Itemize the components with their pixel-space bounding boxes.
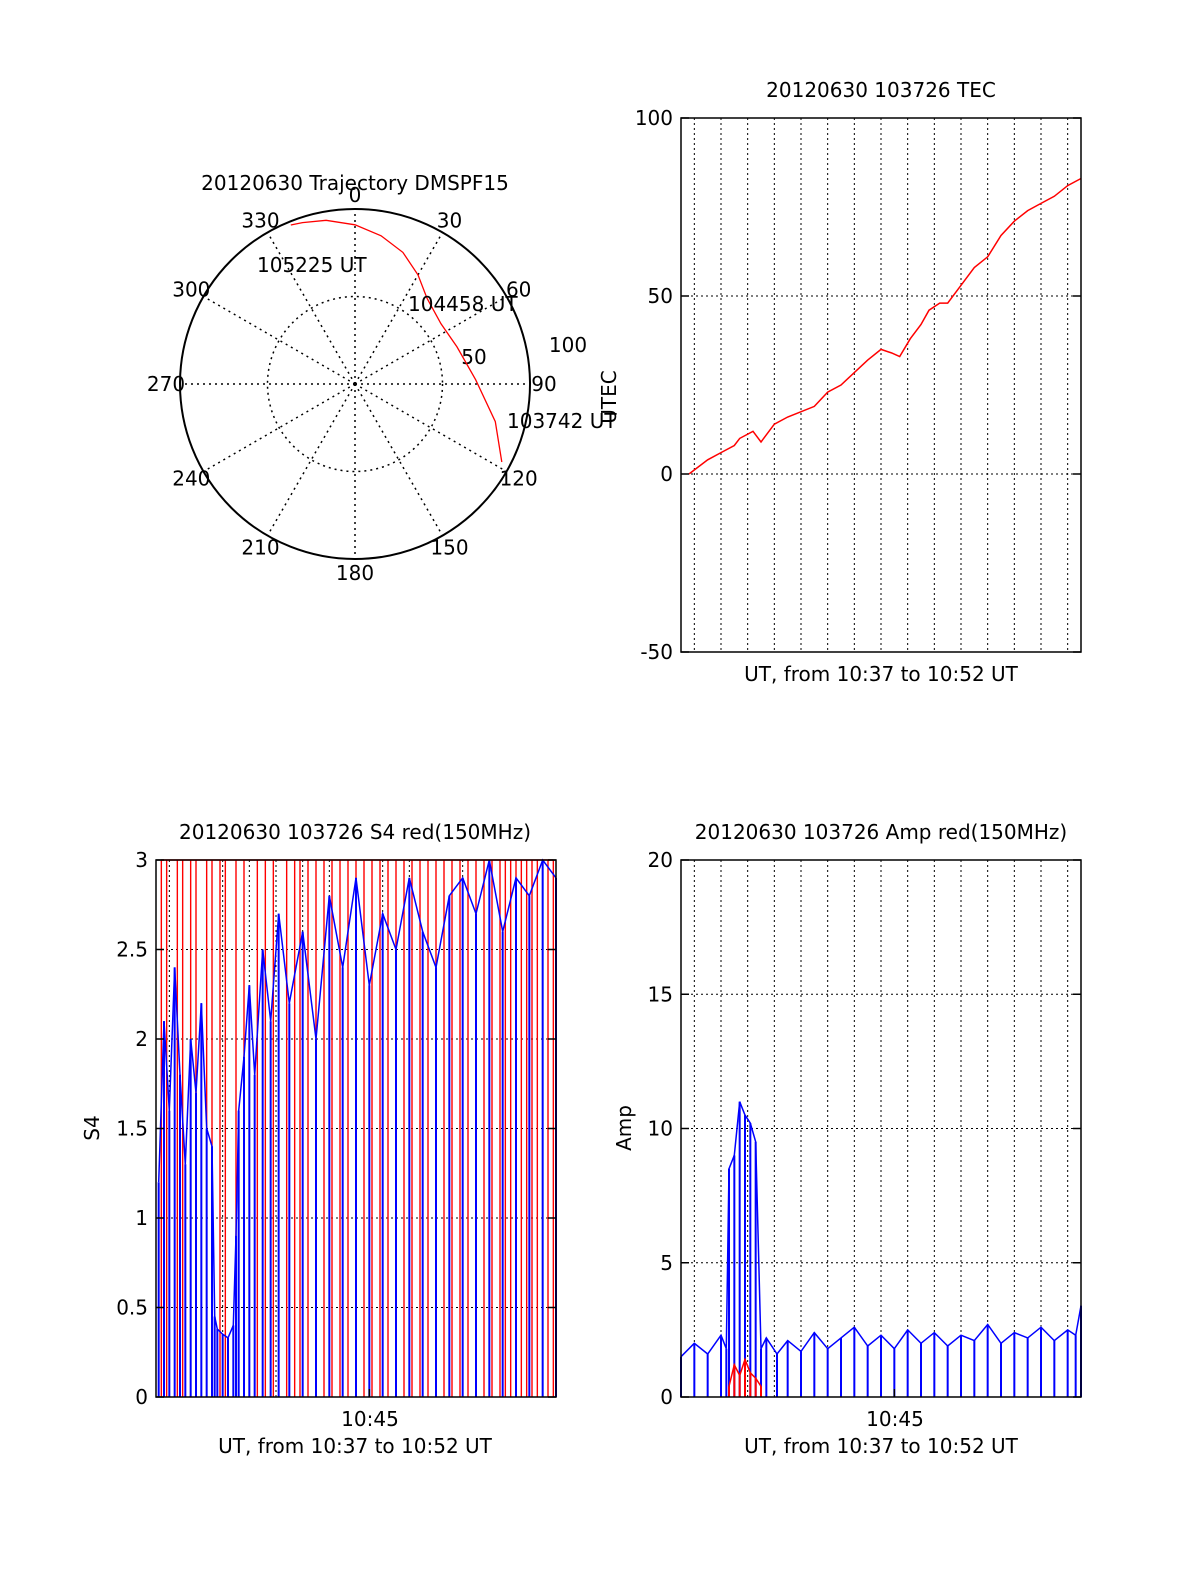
tec-ytick-label: 0 <box>660 462 673 486</box>
s4-x-axis-label: UT, from 10:37 to 10:52 UT <box>218 1434 493 1458</box>
angle-tick-label: 120 <box>500 467 538 491</box>
amp-ytick-label: 0 <box>660 1385 673 1409</box>
angle-tick-label: 330 <box>241 208 279 232</box>
s4-ytick-label: 0 <box>135 1385 148 1409</box>
angle-tick-label: 180 <box>336 561 374 585</box>
s4-panel: 20120630 103726 S4 red(150MHz) 0 0.5 1 1.5 2… <box>80 820 557 1458</box>
amp-panel: 20120630 103726 Amp red(150MHz) 0 5 10 15 20… <box>612 820 1082 1458</box>
polar-spoke <box>354 295 507 385</box>
amp-x-tick-label: 10:45 <box>866 1407 924 1431</box>
tec-ytick-label: 50 <box>648 284 673 308</box>
trajectory-line <box>290 219 503 463</box>
amp-y-axis-label: Amp <box>612 1105 636 1151</box>
trajectory-mid-label: 104458 UT <box>408 292 518 316</box>
polar-title: 20120630 Trajectory DMSPF15 <box>201 171 509 195</box>
polar-spoke <box>266 383 356 536</box>
s4-y-ticks: 0 0.5 1 1.5 2 2.5 3 <box>116 848 556 1409</box>
tec-series-line <box>688 177 1082 475</box>
amp-x-axis-label: UT, from 10:37 to 10:52 UT <box>744 1434 1019 1458</box>
polar-outer-ring <box>179 208 531 560</box>
tec-plot-frame <box>680 117 1082 653</box>
tec-panel: 20120630 103726 TEC -50 0 50 100 UTEC UT, f… <box>597 78 1082 686</box>
polar-radial-ticks: 50 100 <box>461 333 587 369</box>
s4-ytick-label: 1.5 <box>116 1117 148 1141</box>
tec-series <box>688 177 1082 475</box>
polar-spoke <box>354 232 444 385</box>
trajectory-start-label: 103742 UT <box>507 409 617 433</box>
amp-ytick-label: 15 <box>648 982 673 1006</box>
trajectory-end-label: 105225 UT <box>257 253 367 277</box>
radial-tick-label: 100 <box>549 333 587 357</box>
s4-series-line <box>157 858 557 1340</box>
amp-ytick-label: 10 <box>648 1117 673 1141</box>
amp-grid <box>681 860 1081 1397</box>
s4-ytick-label: 1 <box>135 1206 148 1230</box>
polar-annotations: 103742 UT 104458 UT 105225 UT <box>257 253 617 433</box>
tec-title: 20120630 103726 TEC <box>766 78 996 102</box>
tec-ytick-label: -50 <box>640 640 673 664</box>
angle-tick-label: 270 <box>147 372 185 396</box>
angle-tick-label: 90 <box>531 372 556 396</box>
amp-series-line <box>728 1357 762 1387</box>
s4-title: 20120630 103726 S4 red(150MHz) <box>179 820 531 844</box>
angle-tick-label: 300 <box>172 278 210 302</box>
s4-ytick-label: 2.5 <box>116 938 148 962</box>
polar-spoke <box>354 383 444 536</box>
polar-panel: 20120630 Trajectory DMSPF15 0 30 60 90 120 15… <box>147 171 617 585</box>
s4-series <box>157 858 557 1397</box>
polar-inner-ring <box>266 295 444 473</box>
polar-angle-ticks: 0 30 60 90 120 150 180 210 240 270 300 330 <box>147 183 557 585</box>
tec-x-axis-label: UT, from 10:37 to 10:52 UT <box>744 662 1019 686</box>
polar-spoke <box>203 295 356 385</box>
angle-tick-label: 210 <box>241 536 279 560</box>
angle-tick-label: 30 <box>437 208 462 232</box>
s4-ytick-label: 3 <box>135 848 148 872</box>
angle-tick-label: 240 <box>172 467 210 491</box>
tec-grid <box>681 118 1081 652</box>
amp-ytick-label: 20 <box>648 848 673 872</box>
s4-x-tick-label: 10:45 <box>341 1407 399 1431</box>
polar-grid <box>180 209 530 559</box>
polar-spoke <box>354 383 507 473</box>
angle-tick-label: 0 <box>349 183 362 207</box>
s4-ytick-label: 0.5 <box>116 1296 148 1320</box>
amp-title: 20120630 103726 Amp red(150MHz) <box>695 820 1067 844</box>
tec-y-axis-label: UTEC <box>597 370 621 423</box>
s4-ytick-label: 2 <box>135 1027 148 1051</box>
tec-y-ticks: -50 0 50 100 <box>635 106 1081 664</box>
polar-spoke <box>266 232 356 385</box>
polar-series <box>290 219 503 463</box>
amp-ytick-label: 5 <box>660 1251 673 1275</box>
polar-spoke <box>203 383 356 473</box>
radial-tick-label: 50 <box>461 345 486 369</box>
s4-y-axis-label: S4 <box>80 1115 104 1140</box>
angle-tick-label: 60 <box>506 278 531 302</box>
angle-tick-label: 150 <box>430 536 468 560</box>
tec-ytick-label: 100 <box>635 106 673 130</box>
amp-y-ticks: 0 5 10 15 20 <box>648 848 1081 1409</box>
amp-series-line <box>680 1101 1082 1358</box>
